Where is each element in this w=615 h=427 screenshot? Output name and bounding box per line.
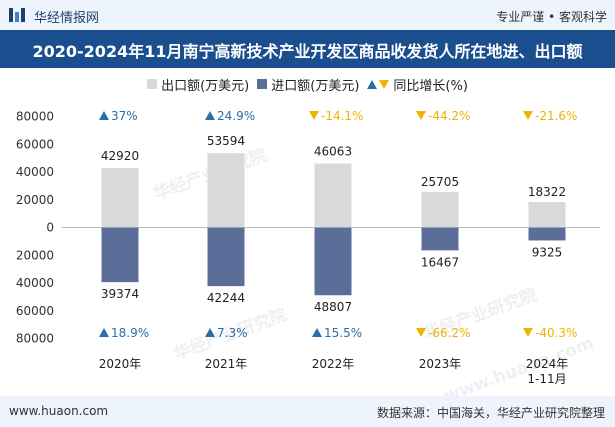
legend-import: 进口额(万美元) (257, 75, 359, 94)
import-growth-label: -40.3% (535, 326, 577, 340)
export-bar (421, 191, 459, 228)
growth-up-icon (205, 111, 215, 120)
growth-up-icon (205, 328, 215, 337)
chart-legend: 出口额(万美元) 进口额(万美元) 同比增长(%) (0, 74, 615, 94)
footer-site: www.huaon.com (9, 404, 109, 418)
export-growth-label: -44.2% (428, 109, 470, 123)
export-value-label: 18322 (528, 185, 566, 199)
export-bar (207, 153, 245, 228)
import-value-label: 9325 (532, 245, 563, 259)
legend-export-label: 出口额(万美元) (161, 78, 250, 94)
top-bar: 华经情报网 专业严谨 • 客观科学 (0, 0, 615, 30)
export-value-label: 25705 (421, 175, 459, 189)
export-value-label: 46063 (314, 145, 352, 159)
export-bar (101, 167, 139, 228)
x-category-label: 1-11月 (527, 372, 566, 386)
import-growth-label: 15.5% (324, 326, 362, 340)
brand-name: 华经情报网 (34, 11, 100, 26)
export-value-label: 42920 (101, 149, 139, 163)
export-bar (314, 163, 352, 228)
export-bar (528, 202, 566, 228)
chart-title: 2020-2024年11月南宁高新技术产业开发区商品收发货人所在地进、出口额 (32, 42, 583, 61)
import-bar (314, 227, 352, 296)
x-category-label: 2023年 (419, 357, 462, 371)
huajing-logo-icon (9, 8, 25, 22)
y-tick-label: 60000 (16, 304, 54, 318)
export-growth-label: -21.6% (535, 109, 577, 123)
data-source: 数据来源：中国海关，华经产业研究院整理 (376, 406, 605, 420)
tagline: 专业严谨 • 客观科学 (496, 10, 607, 24)
growth-up-icon (99, 111, 109, 120)
y-tick-label: 20000 (16, 248, 54, 262)
y-tick-label: 20000 (16, 193, 54, 207)
growth-down-icon (523, 328, 533, 337)
export-growth-label: -14.1% (321, 109, 363, 123)
import-growth-label: 18.9% (111, 326, 149, 340)
import-value-label: 39374 (101, 287, 139, 301)
growth-up-icon (312, 328, 322, 337)
import-bar (528, 227, 566, 241)
growth-down-icon (523, 111, 533, 120)
import-swatch-icon (257, 79, 268, 89)
import-bar (421, 227, 459, 251)
growth-down-icon (416, 111, 426, 120)
x-category-label: 2020年 (99, 357, 142, 371)
import-bar (207, 227, 245, 287)
down-triangle-icon (379, 79, 390, 89)
import-value-label: 42244 (207, 291, 245, 305)
legend-growth: 同比增长(%) (367, 75, 468, 94)
y-tick-label: 60000 (16, 137, 54, 151)
growth-up-icon (99, 328, 109, 337)
growth-down-icon (416, 328, 426, 337)
x-category-label: 2024年 (526, 357, 569, 371)
import-value-label: 16467 (421, 255, 459, 269)
legend-export: 出口额(万美元) (147, 75, 249, 94)
legend-import-label: 进口额(万美元) (271, 78, 360, 94)
up-triangle-icon (367, 79, 378, 89)
y-tick-label: 40000 (16, 276, 54, 290)
y-tick-label: 80000 (16, 110, 54, 124)
import-bar (101, 227, 139, 283)
y-tick-label: 40000 (16, 165, 54, 179)
import-value-label: 48807 (314, 300, 352, 314)
export-swatch-icon (147, 79, 158, 89)
legend-growth-label: 同比增长(%) (393, 78, 468, 94)
footer-bar: www.huaon.com 数据来源：中国海关，华经产业研究院整理 (0, 396, 615, 427)
title-bar: 2020-2024年11月南宁高新技术产业开发区商品收发货人所在地进、出口额 (0, 30, 615, 68)
x-category-label: 2021年 (205, 357, 248, 371)
import-growth-label: -66.2% (428, 326, 470, 340)
export-growth-label: 24.9% (217, 109, 255, 123)
growth-down-icon (309, 111, 319, 120)
import-growth-label: 7.3% (217, 326, 248, 340)
export-value-label: 53594 (207, 134, 245, 148)
y-tick-label: 80000 (16, 332, 54, 346)
y-tick-label: 0 (46, 221, 54, 235)
x-category-label: 2022年 (312, 357, 355, 371)
export-growth-label: 37% (111, 109, 138, 123)
